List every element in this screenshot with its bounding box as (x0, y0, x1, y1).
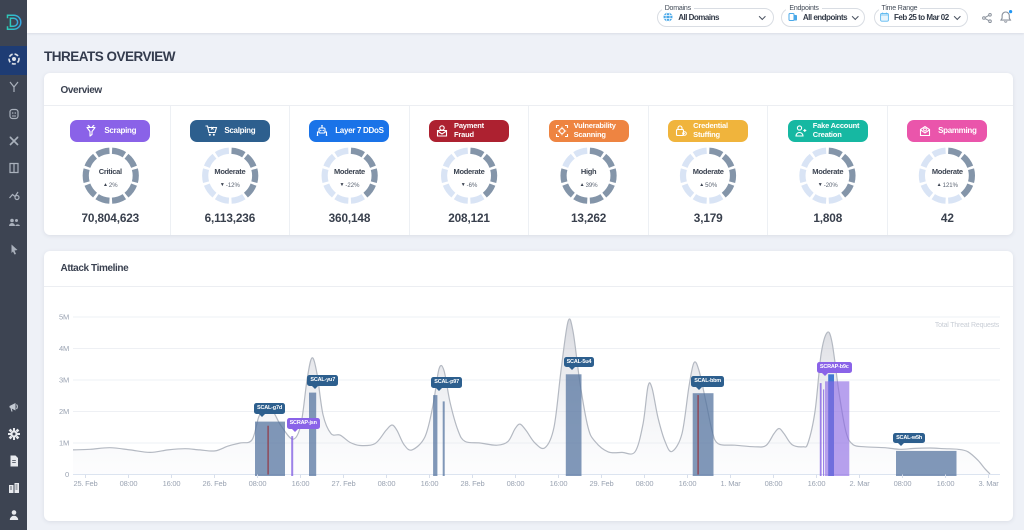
svg-text:28. Feb: 28. Feb (460, 479, 484, 488)
svg-text:16:00: 16:00 (808, 479, 826, 488)
svg-text:08:00: 08:00 (507, 479, 525, 488)
svg-text:2. Mar: 2. Mar (849, 479, 870, 488)
svg-text:5M: 5M (59, 313, 69, 322)
svg-text:4M: 4M (59, 344, 69, 353)
svg-text:26. Feb: 26. Feb (202, 479, 226, 488)
svg-text:16:00: 16:00 (937, 479, 955, 488)
svg-text:16:00: 16:00 (292, 479, 310, 488)
svg-text:3M: 3M (59, 376, 69, 385)
svg-text:08:00: 08:00 (378, 479, 396, 488)
svg-text:08:00: 08:00 (765, 479, 783, 488)
svg-text:08:00: 08:00 (120, 479, 138, 488)
svg-text:2M: 2M (59, 407, 69, 416)
svg-text:29. Feb: 29. Feb (589, 479, 613, 488)
svg-text:08:00: 08:00 (894, 479, 912, 488)
svg-text:16:00: 16:00 (679, 479, 697, 488)
svg-text:3. Mar: 3. Mar (978, 479, 999, 488)
svg-text:25. Feb: 25. Feb (73, 479, 97, 488)
svg-text:0: 0 (65, 470, 69, 479)
svg-text:16:00: 16:00 (163, 479, 181, 488)
svg-text:08:00: 08:00 (249, 479, 267, 488)
svg-text:1M: 1M (59, 439, 69, 448)
svg-text:08:00: 08:00 (636, 479, 654, 488)
svg-text:16:00: 16:00 (421, 479, 439, 488)
svg-text:1. Mar: 1. Mar (720, 479, 741, 488)
svg-text:16:00: 16:00 (550, 479, 568, 488)
svg-text:27. Feb: 27. Feb (331, 479, 355, 488)
svg-text:Total Threat Requests: Total Threat Requests (935, 322, 1000, 329)
